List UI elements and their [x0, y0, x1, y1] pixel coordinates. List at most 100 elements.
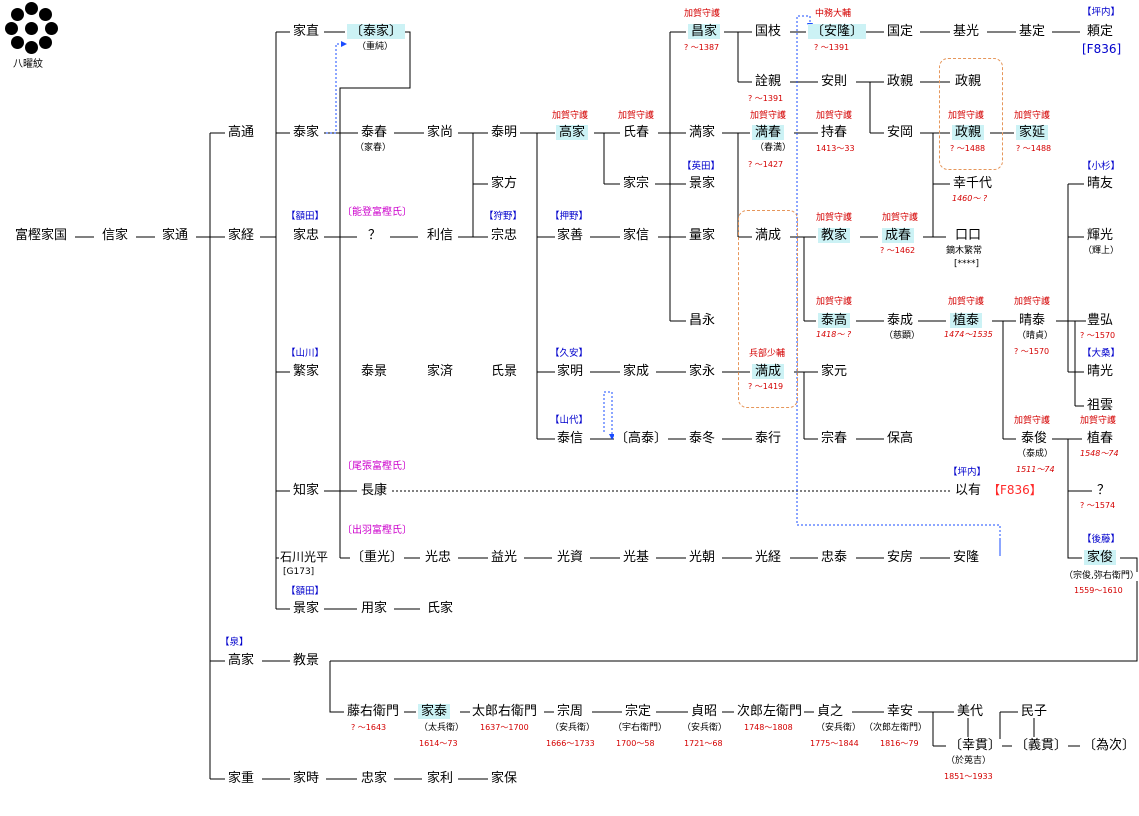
person-yasutaka-adopted: 〔安隆〕 — [808, 24, 867, 39]
date-mochiharu: 1413～33 — [816, 144, 855, 153]
date-kouki: 1851～1933 — [944, 772, 993, 781]
person-munechika: 宗周 — [556, 704, 585, 719]
person-unknown: ？ — [367, 228, 383, 243]
clan-okuwa: 【大桑】 — [1082, 348, 1121, 359]
date-ienobu: ? ～1488 — [1016, 144, 1052, 153]
person-yasutoshi: 泰俊 — [1020, 431, 1049, 446]
title-kaga-12: 加賀守護 — [1014, 297, 1051, 307]
date-sadaaki: 1721～68 — [684, 739, 723, 748]
clan-izumi: 【泉】 — [220, 637, 249, 648]
person-terumitsu: 輝光 — [1086, 228, 1115, 243]
person-shigeyasu: 植泰 — [950, 313, 983, 328]
person-shigeie: 繁家 — [292, 364, 321, 379]
person-jiroza: 次郎左衛門 — [736, 704, 804, 719]
alias-jiken: （慈顕） — [884, 331, 921, 341]
person-ienobu-2: 家延 — [1016, 125, 1049, 140]
alias-uemon: （宇右衛門） — [613, 723, 668, 733]
person-yasuharu: 泰春 — [360, 125, 389, 140]
person-iehisa: 家尚 — [426, 125, 455, 140]
clan-oshino: 【押野】 — [550, 211, 589, 222]
branch-owari: 〔尾張富樫氏〕 — [342, 461, 412, 472]
alias-haruman: （春満） — [755, 143, 792, 153]
crest-label: 八曜紋 — [13, 59, 43, 70]
person-ueharu: 植春 — [1086, 431, 1115, 446]
title-kaga-3: 加賀守護 — [684, 9, 721, 19]
person-mitsutomo: 光朝 — [688, 550, 717, 565]
person-yorisada: 頼定 — [1086, 24, 1115, 39]
date-shigeyasu: 1474～1535 — [944, 330, 993, 339]
clan-yamashiro: 【山代】 — [550, 415, 589, 426]
person-tadayasu: 忠泰 — [820, 550, 849, 565]
alias-shigezumi: （重純） — [357, 42, 394, 52]
person-yukiyasu: 幸安 — [886, 704, 915, 719]
date-jiroza: 1748～1808 — [744, 723, 793, 732]
date-ieyasu: 1614～73 — [419, 739, 458, 748]
clan-karino: 【狩野】 — [484, 211, 523, 222]
person-tamiko: 民子 — [1020, 704, 1049, 719]
alias-yasuhyoe-3: （安兵衛） — [816, 723, 862, 733]
person-nobuchika: 詮親 — [754, 74, 783, 89]
date-munechika: 1666～1733 — [546, 739, 595, 748]
person-yoshinuki: 〔義貫〕 — [1014, 738, 1069, 753]
date-shigeharu: ? ～1462 — [880, 246, 916, 255]
person-motosada: 基定 — [1018, 24, 1047, 39]
person-iesato: 家時 — [292, 771, 321, 786]
eight-star-crest-icon — [4, 2, 60, 54]
person-masaie: 昌家 — [688, 24, 721, 39]
person-iemichi: 家通 — [161, 228, 190, 243]
title-hyobu: 兵部少輔 — [749, 349, 786, 359]
person-yasuyuki: 泰行 — [754, 431, 783, 446]
person-yasufusa: 安房 — [886, 550, 915, 565]
person-ienobu: 家信 — [622, 228, 651, 243]
title-kaga-1: 加賀守護 — [552, 111, 589, 121]
ref-f836-red: 【F836】 — [988, 483, 1042, 497]
title-kaga-11: 加賀守護 — [1014, 111, 1051, 121]
person-takamichi: 高通 — [227, 125, 256, 140]
group-box-mitsunari — [738, 210, 798, 408]
clan-nukada-1: 【額田】 — [286, 211, 325, 222]
alias-yasuhyoe: （安兵衛） — [550, 723, 596, 733]
person-toyohiro: 豊弘 — [1086, 313, 1115, 328]
person-kouki: 〔幸貫〕 — [948, 738, 1003, 753]
alias-teruue: （輝上） — [1083, 246, 1120, 256]
person-unknown-boxes: 口口 — [954, 228, 983, 243]
date-tarouemon: 1637～1700 — [480, 723, 529, 732]
person-iesige: 家重 — [227, 771, 256, 786]
person-takayasu: 〔高泰〕 — [614, 431, 669, 446]
person-ujiharu: 氏春 — [622, 125, 651, 140]
date-sadayuki: 1775～1844 — [810, 739, 859, 748]
person-masanaga: 昌永 — [688, 313, 717, 328]
person-noriie: 教家 — [818, 228, 851, 243]
title-kaga-9: 加賀守護 — [948, 111, 985, 121]
alias-ieharu: （家春） — [355, 143, 392, 153]
date-yasutoshi: 1511～74 — [1016, 465, 1055, 474]
person-shigemitsu: 〔重光〕 — [350, 550, 405, 565]
person-yasunobu: 泰信 — [556, 431, 585, 446]
person-mitsunari-b: 満成 — [752, 364, 785, 379]
person-toshinobu: 利信 — [426, 228, 455, 243]
person-munetada: 宗忠 — [490, 228, 519, 243]
ref-g173: [G173] — [283, 567, 315, 577]
person-kochiyo: 幸千代 — [952, 176, 994, 191]
person-mitsutada: 光忠 — [424, 550, 453, 565]
person-yasunori: 安則 — [820, 74, 849, 89]
person-tomigashi-iekuni: 富樫家国 — [14, 228, 69, 243]
stars: [****] — [954, 259, 980, 269]
title-kaga-8: 加賀守護 — [882, 213, 919, 223]
clan-kuyasu: 【久安】 — [550, 348, 589, 359]
person-ietoshi-2: 家俊 — [1084, 550, 1117, 565]
clan-tsubouchi: 【坪内】 — [1082, 7, 1121, 18]
person-kageie-2: 景家 — [688, 176, 717, 191]
person-yasutaka-3: 保高 — [886, 431, 915, 446]
branch-dewa: 〔出羽富樫氏〕 — [342, 525, 412, 536]
person-ujiie: 氏家 — [426, 601, 455, 616]
person-tomoie: 知家 — [292, 483, 321, 498]
person-mochiharu: 持春 — [820, 125, 849, 140]
date-yasutaka-2: 1418～ ? — [816, 330, 852, 339]
person-mitsuie: 満家 — [688, 125, 717, 140]
person-munesada: 宗定 — [624, 704, 653, 719]
alias-haruzane: （晴貞） — [1017, 331, 1054, 341]
person-aritomo: 以有 — [954, 483, 983, 498]
alias-yasuhyoe-2: （安兵衛） — [682, 723, 728, 733]
